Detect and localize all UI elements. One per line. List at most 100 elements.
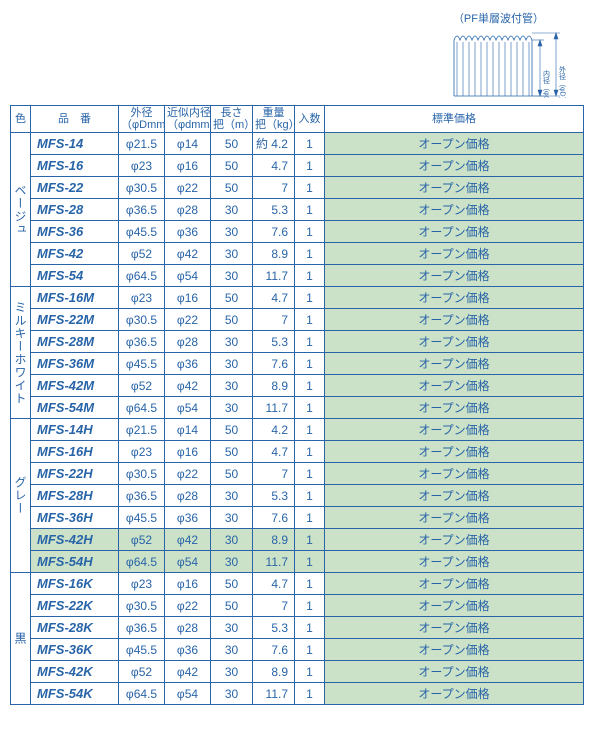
- cell-wt: 4.7: [253, 155, 295, 177]
- cell-part: MFS-54H: [31, 551, 119, 573]
- cell-len: 30: [211, 199, 253, 221]
- cell-id: φ28: [165, 617, 211, 639]
- cell-od: φ36.5: [119, 331, 165, 353]
- cell-wt: 8.9: [253, 529, 295, 551]
- cell-wt: 7.6: [253, 221, 295, 243]
- cell-price: オープン価格: [325, 441, 584, 463]
- cell-od: φ21.5: [119, 133, 165, 155]
- cell-price: オープン価格: [325, 375, 584, 397]
- cell-id: φ36: [165, 507, 211, 529]
- table-row: MFS-54Hφ64.5φ543011.71オープン価格: [11, 551, 584, 573]
- cell-id: φ28: [165, 485, 211, 507]
- cell-len: 50: [211, 463, 253, 485]
- cell-od: φ21.5: [119, 419, 165, 441]
- cell-wt: 7: [253, 463, 295, 485]
- cell-part: MFS-42: [31, 243, 119, 265]
- cell-id: φ54: [165, 551, 211, 573]
- cell-part: MFS-16: [31, 155, 119, 177]
- cell-part: MFS-28K: [31, 617, 119, 639]
- cell-part: MFS-16H: [31, 441, 119, 463]
- table-row: MFS-22Mφ30.5φ225071オープン価格: [11, 309, 584, 331]
- cell-id: φ14: [165, 419, 211, 441]
- cell-part: MFS-22M: [31, 309, 119, 331]
- cell-qty: 1: [295, 485, 325, 507]
- cell-qty: 1: [295, 397, 325, 419]
- cell-od: φ30.5: [119, 463, 165, 485]
- table-row: MFS-54Mφ64.5φ543011.71オープン価格: [11, 397, 584, 419]
- cell-part: MFS-16M: [31, 287, 119, 309]
- cell-id: φ36: [165, 639, 211, 661]
- cell-price: オープン価格: [325, 133, 584, 155]
- cell-part: MFS-36: [31, 221, 119, 243]
- cell-od: φ52: [119, 243, 165, 265]
- cell-wt: 7: [253, 309, 295, 331]
- cell-wt: 5.3: [253, 199, 295, 221]
- cell-qty: 1: [295, 441, 325, 463]
- cell-part: MFS-36M: [31, 353, 119, 375]
- cell-part: MFS-28H: [31, 485, 119, 507]
- cell-price: オープン価格: [325, 331, 584, 353]
- cell-price: オープン価格: [325, 287, 584, 309]
- cell-id: φ14: [165, 133, 211, 155]
- cell-qty: 1: [295, 177, 325, 199]
- cell-part: MFS-16K: [31, 573, 119, 595]
- cell-price: オープン価格: [325, 199, 584, 221]
- cell-qty: 1: [295, 551, 325, 573]
- diagram-label-outer: 外径（φD）: [559, 65, 567, 98]
- table-row: MFS-36Kφ45.5φ36307.61オープン価格: [11, 639, 584, 661]
- cell-id: φ42: [165, 661, 211, 683]
- cell-od: φ30.5: [119, 595, 165, 617]
- th-qty: 入数: [295, 106, 325, 133]
- cell-len: 50: [211, 441, 253, 463]
- cell-wt: 5.3: [253, 331, 295, 353]
- color-group-label: ベージュ: [11, 133, 31, 287]
- table-row: MFS-28Mφ36.5φ28305.31オープン価格: [11, 331, 584, 353]
- table-row: MFS-22Hφ30.5φ225071オープン価格: [11, 463, 584, 485]
- cell-len: 30: [211, 507, 253, 529]
- cell-id: φ28: [165, 199, 211, 221]
- th-len: 長さ把（m）: [211, 106, 253, 133]
- cell-id: φ16: [165, 287, 211, 309]
- cell-len: 30: [211, 353, 253, 375]
- cell-len: 50: [211, 287, 253, 309]
- cell-len: 30: [211, 397, 253, 419]
- cell-od: φ30.5: [119, 309, 165, 331]
- cell-len: 50: [211, 177, 253, 199]
- cell-wt: 約 4.2: [253, 133, 295, 155]
- cell-price: オープン価格: [325, 507, 584, 529]
- th-id: 近似内径（φdmm）: [165, 106, 211, 133]
- cell-od: φ45.5: [119, 221, 165, 243]
- cell-od: φ45.5: [119, 353, 165, 375]
- cell-wt: 8.9: [253, 375, 295, 397]
- th-wt: 重量把（kg）: [253, 106, 295, 133]
- cell-qty: 1: [295, 529, 325, 551]
- cell-part: MFS-14H: [31, 419, 119, 441]
- cell-part: MFS-22: [31, 177, 119, 199]
- table-row: ベージュMFS-14φ21.5φ1450約 4.21オープン価格: [11, 133, 584, 155]
- table-row: MFS-36φ45.5φ36307.61オープン価格: [11, 221, 584, 243]
- cell-qty: 1: [295, 265, 325, 287]
- cell-wt: 8.9: [253, 243, 295, 265]
- color-group-label: ミルキーホワイト: [11, 287, 31, 419]
- cell-price: オープン価格: [325, 221, 584, 243]
- th-part: 品 番: [31, 106, 119, 133]
- cell-qty: 1: [295, 155, 325, 177]
- cell-len: 30: [211, 485, 253, 507]
- table-row: MFS-42φ52φ42308.91オープン価格: [11, 243, 584, 265]
- th-color: 色: [11, 106, 31, 133]
- cell-qty: 1: [295, 221, 325, 243]
- cell-wt: 8.9: [253, 661, 295, 683]
- cell-id: φ16: [165, 573, 211, 595]
- cell-id: φ16: [165, 441, 211, 463]
- cell-qty: 1: [295, 617, 325, 639]
- color-group-label: グレー: [11, 419, 31, 573]
- cell-part: MFS-14: [31, 133, 119, 155]
- cell-len: 50: [211, 595, 253, 617]
- cell-od: φ23: [119, 287, 165, 309]
- cell-wt: 7.6: [253, 639, 295, 661]
- cell-wt: 11.7: [253, 683, 295, 705]
- cell-id: φ22: [165, 595, 211, 617]
- th-od: 外径（φDmm）: [119, 106, 165, 133]
- cell-price: オープン価格: [325, 683, 584, 705]
- cell-price: オープン価格: [325, 661, 584, 683]
